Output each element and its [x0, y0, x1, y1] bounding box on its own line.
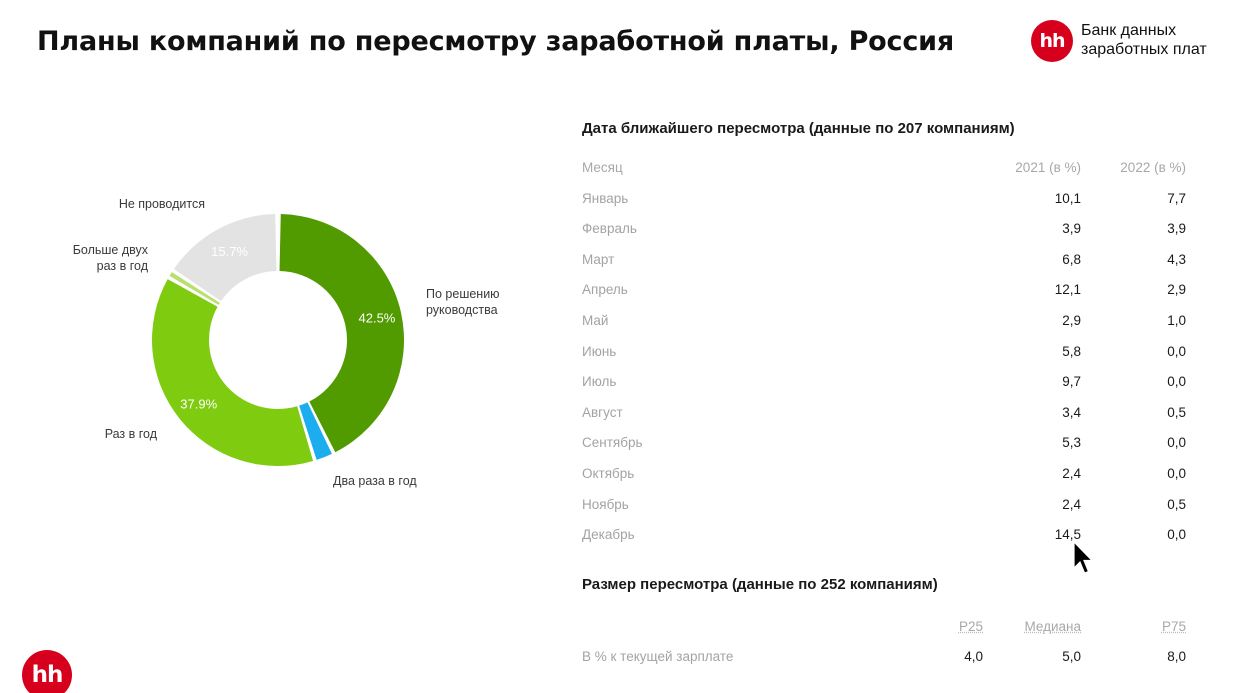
brand-line-1: Банк данных [1081, 21, 1207, 40]
cell-month: Февраль [582, 214, 637, 245]
slice-category-label: По решению руководства [426, 287, 500, 317]
column-header-month: Месяц [582, 153, 623, 184]
column-header-2022: 2022 (в %) [1120, 153, 1186, 184]
cell-2021: 3,4 [1062, 398, 1081, 429]
table-row: Декабрь 14,5 0,0 [582, 520, 1186, 551]
mouse-cursor-icon [1073, 541, 1095, 575]
table-row: Август 3,4 0,5 [582, 398, 1186, 429]
footer-logo: hh [22, 650, 72, 693]
cell-2021: 3,9 [1062, 214, 1081, 245]
cell-month: Ноябрь [582, 490, 629, 521]
table-row: Январь 10,1 7,7 [582, 184, 1186, 215]
page-title: Планы компаний по пересмотру заработной … [37, 26, 954, 57]
table-row: Март 6,8 4,3 [582, 245, 1186, 276]
table-row: В % к текущей зарплате 4,0 5,0 8,0 [582, 642, 1186, 672]
cell-2022: 0,0 [1167, 520, 1186, 551]
cell-2022: 0,5 [1167, 490, 1186, 521]
brand-text: Банк данных заработных плат [1081, 21, 1207, 59]
cell-median: 5,0 [1062, 642, 1081, 672]
cell-month: Декабрь [582, 520, 635, 551]
review-date-table-title: Дата ближайшего пересмотра (данные по 20… [582, 120, 1015, 137]
column-header-2021: 2021 (в %) [1015, 153, 1081, 184]
cell-2021: 2,4 [1062, 490, 1081, 521]
review-size-table-title: Размер пересмотра (данные по 252 компани… [582, 576, 938, 593]
slice-category-label: Раз в год [105, 427, 158, 441]
cell-2021: 5,8 [1062, 337, 1081, 368]
column-header-median: Медиана [1025, 612, 1082, 642]
review-date-table: Месяц 2021 (в %) 2022 (в %) Январь 10,1 7,… [582, 153, 1186, 551]
cell-month: Июнь [582, 337, 616, 368]
slice-category-label: Больше двух раз в год [73, 243, 149, 273]
cell-2022: 0,5 [1167, 398, 1186, 429]
column-header-p75: P75 [1162, 612, 1186, 642]
slice-value-label: 37.9% [180, 396, 217, 411]
cell-2022: 0,0 [1167, 459, 1186, 490]
table-row: Ноябрь 2,4 0,5 [582, 490, 1186, 521]
cell-2022: 7,7 [1167, 184, 1186, 215]
cell-2022: 0,0 [1167, 428, 1186, 459]
cell-2022: 4,3 [1167, 245, 1186, 276]
donut-chart: 42.5% По решению руководства Два раза в год… [0, 150, 560, 530]
table-row: Апрель 12,1 2,9 [582, 275, 1186, 306]
table-header-row: Месяц 2021 (в %) 2022 (в %) [582, 153, 1186, 184]
cell-2022: 3,9 [1167, 214, 1186, 245]
table-row: Июль 9,7 0,0 [582, 367, 1186, 398]
slice-value-label: 42.5% [359, 310, 396, 325]
donut-slice [152, 279, 313, 466]
cell-2021: 5,3 [1062, 428, 1081, 459]
cell-month: Октябрь [582, 459, 634, 490]
slice-value-label: 15.7% [211, 244, 248, 259]
cell-month: Апрель [582, 275, 628, 306]
cell-month: Сентябрь [582, 428, 642, 459]
cell-2021: 2,9 [1062, 306, 1081, 337]
review-size-table: P25 Медиана P75 В % к текущей зарплате 4… [582, 612, 1186, 672]
cell-2022: 2,9 [1167, 275, 1186, 306]
hh-logo-icon: hh [1031, 20, 1073, 62]
table-row: Май 2,9 1,0 [582, 306, 1186, 337]
cell-2021: 6,8 [1062, 245, 1081, 276]
hh-logo-icon: hh [22, 650, 72, 693]
cell-2021: 12,1 [1055, 275, 1081, 306]
cell-month: Январь [582, 184, 628, 215]
cell-month: Март [582, 245, 614, 276]
cell-2022: 0,0 [1167, 337, 1186, 368]
cell-2021: 10,1 [1055, 184, 1081, 215]
column-header-p25: P25 [959, 612, 983, 642]
cell-2021: 9,7 [1062, 367, 1081, 398]
table-row: Октябрь 2,4 0,0 [582, 459, 1186, 490]
brand-block: hh Банк данных заработных плат [1031, 20, 1231, 62]
cell-2022: 0,0 [1167, 367, 1186, 398]
brand-line-2: заработных плат [1081, 40, 1207, 59]
cell-month: Май [582, 306, 608, 337]
slice-category-label: Не проводится [119, 197, 205, 211]
cell-p25: 4,0 [964, 642, 983, 672]
table-row: Июнь 5,8 0,0 [582, 337, 1186, 368]
table-header-row: P25 Медиана P75 [582, 612, 1186, 642]
cell-p75: 8,0 [1167, 642, 1186, 672]
cell-2021: 2,4 [1062, 459, 1081, 490]
cell-2022: 1,0 [1167, 306, 1186, 337]
slice-category-label: Два раза в год [333, 474, 417, 488]
table-row: Сентябрь 5,3 0,0 [582, 428, 1186, 459]
table-row: Февраль 3,9 3,9 [582, 214, 1186, 245]
row-label: В % к текущей зарплате [582, 642, 733, 672]
cell-month: Июль [582, 367, 616, 398]
cell-month: Август [582, 398, 623, 429]
